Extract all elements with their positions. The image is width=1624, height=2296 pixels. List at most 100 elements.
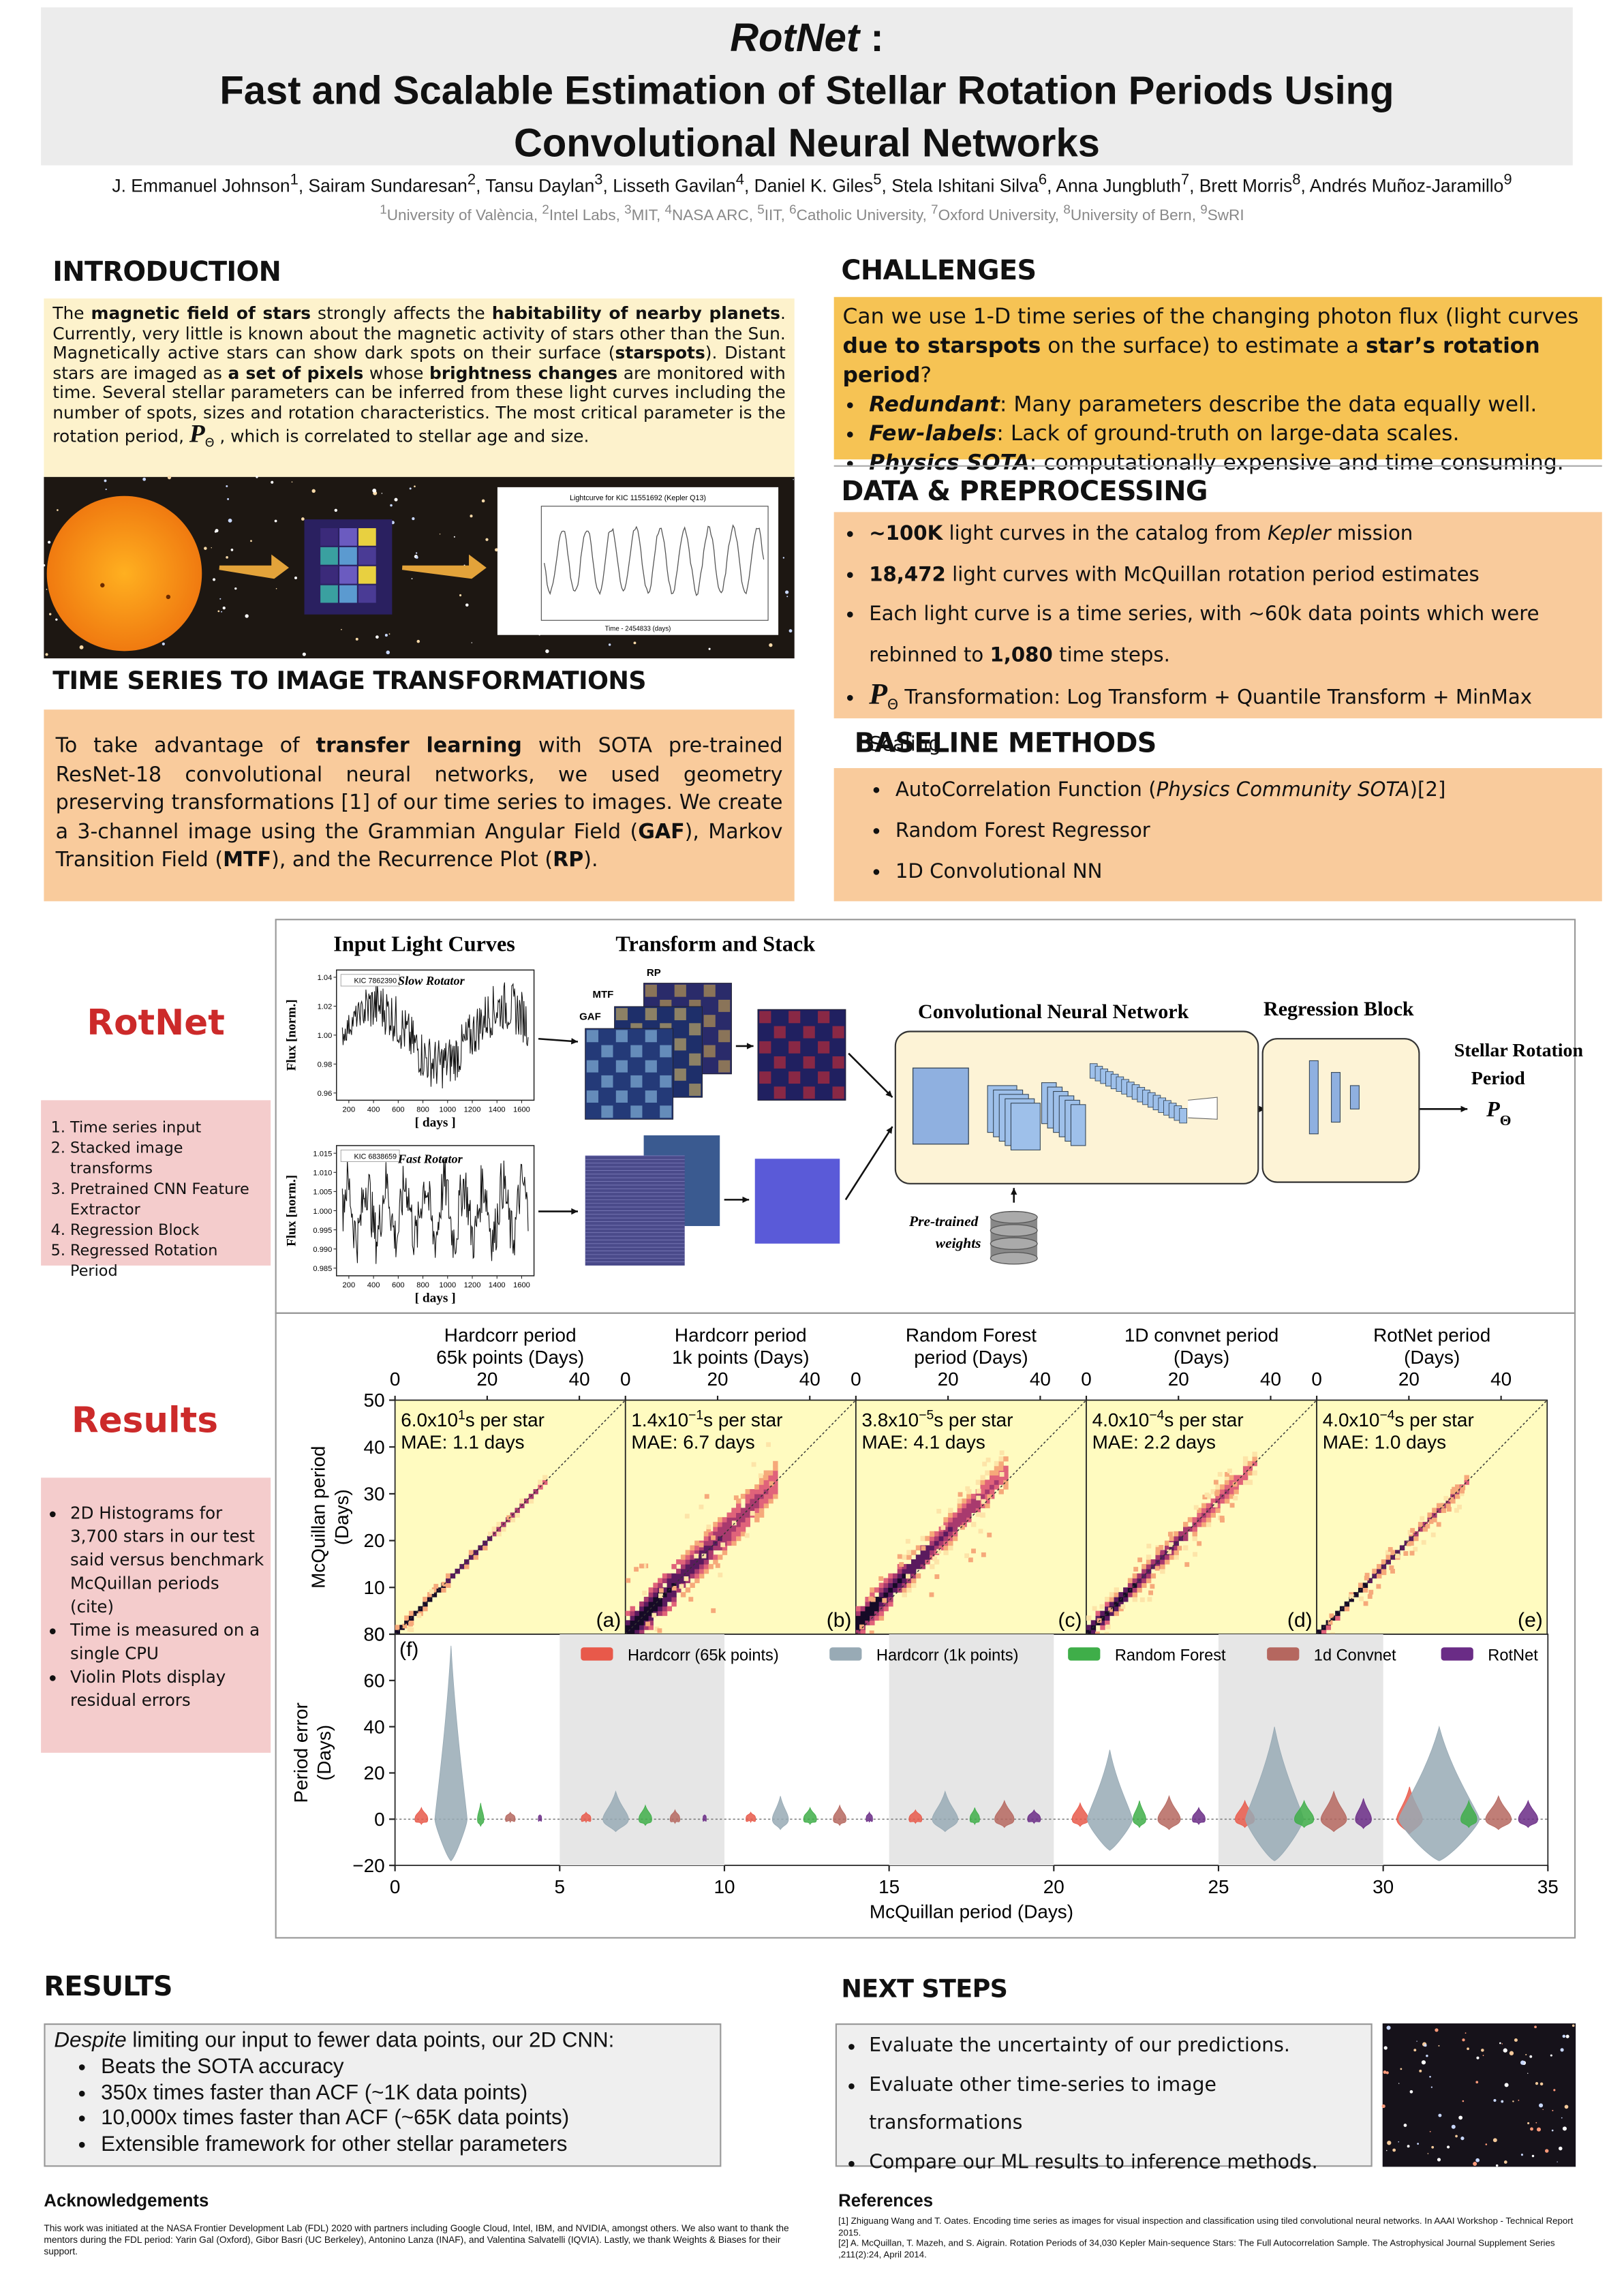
hist-cell [1132,1578,1138,1584]
hist-cell [911,1578,917,1584]
star [1550,2054,1552,2057]
star [376,635,379,639]
star [57,509,59,511]
text-run: ). Distant stars are imaged as [52,342,786,383]
lightcurve-xlabel: Time - 2454833 (days) [605,625,671,632]
arrowhead [571,1038,578,1045]
mtf-image-cell [689,1084,701,1096]
hist-cell [934,1545,940,1550]
star [1503,2048,1507,2053]
list-item: Violin Plots display residual errors [70,1665,265,1712]
hist-cell [1364,1576,1369,1581]
star [341,628,342,630]
hist-cell [657,1628,662,1634]
hist-cell [718,1540,723,1546]
star [1544,2149,1549,2153]
hist-cell [634,1610,640,1617]
hist-cell [685,1587,691,1593]
hist-cell [694,1545,700,1550]
x-tick-label: 1400 [489,1281,506,1289]
star [291,481,293,483]
hist-cell [1224,1493,1230,1499]
star [1535,2122,1537,2124]
hist-cell [1247,1480,1253,1485]
violin [1398,1725,1480,1861]
hist-cell [625,1610,631,1617]
hist-cell [395,1629,401,1635]
layer [1070,1104,1086,1146]
hist-cell [754,1517,760,1522]
hist-cell [1114,1597,1119,1602]
hist-cell [1381,1563,1387,1570]
hist-cell [713,1531,718,1537]
hist-cell [1227,1468,1232,1473]
hist-cell [468,1550,474,1555]
hist-cell [745,1517,750,1522]
star [1504,2083,1509,2087]
hist-cell [1439,1503,1445,1508]
hist-cell [1446,1507,1452,1512]
hist-cell [1146,1563,1152,1570]
star [1527,2072,1529,2074]
hist-cell [542,1480,548,1485]
list-item: Regressed Rotation Period [70,1240,268,1281]
hist-cell [1114,1592,1119,1597]
hist-cell [736,1517,741,1522]
hist-cell [1406,1541,1411,1546]
hist-cell [1224,1480,1230,1485]
x-tick-label: 1200 [464,1281,481,1289]
hist-cell [948,1522,953,1527]
star [545,649,549,654]
star [470,515,473,518]
hist-cell [943,1550,949,1555]
identity-line [1086,1399,1317,1635]
x-tick-label: 1000 [439,1281,456,1289]
violin [1027,1809,1041,1824]
star [1542,2109,1544,2111]
hist-cell [773,1470,778,1476]
hist-cell [948,1512,953,1518]
hist-cell [948,1526,953,1532]
hist-cell [989,1484,995,1490]
hist-cell [883,1601,889,1607]
hist-cell [441,1582,446,1587]
legend-entry: Random Forest [1115,1647,1226,1665]
hist-cell [906,1568,912,1574]
stacked-image-cell [832,1086,844,1099]
star [214,530,217,533]
text-run: star’s rotation period [842,333,1540,388]
text-run: : Many parameters describe the data equa… [999,392,1537,417]
hist-cell [1132,1573,1138,1579]
star [388,633,390,635]
hist-cell [911,1582,917,1588]
star [1475,2081,1479,2084]
hist-cell [639,1629,645,1635]
star [1564,2104,1569,2109]
hist-cell [1105,1606,1110,1612]
hist-cell [533,1489,538,1495]
hist-cell [423,1601,428,1607]
panel-tag: (e) [1518,1609,1543,1632]
hist-cell [1229,1480,1235,1485]
hist-cell [888,1582,893,1588]
hist-cell [902,1573,907,1579]
hist-cell [957,1522,963,1527]
star [1531,2154,1535,2158]
text-run: Random Forest Regressor [895,819,1150,843]
hist-cell [1335,1610,1340,1617]
y-tick-label: 0.96 [318,1090,333,1098]
hist-cell [966,1489,972,1495]
x-tick-label: 1600 [513,1106,530,1114]
hist-cell [964,1553,970,1559]
hist-cell [920,1563,925,1570]
hist-cell [658,1593,663,1598]
hist-cell [1142,1578,1147,1584]
author-name: J. Emmanuel Johnson [112,175,290,196]
gaf-image-cell [630,1075,643,1088]
hist-cell [643,1597,649,1602]
hist-cell [1164,1555,1170,1560]
hist-cell [713,1545,718,1550]
results-intro: Despite limiting our input to fewer data… [54,2030,711,2055]
